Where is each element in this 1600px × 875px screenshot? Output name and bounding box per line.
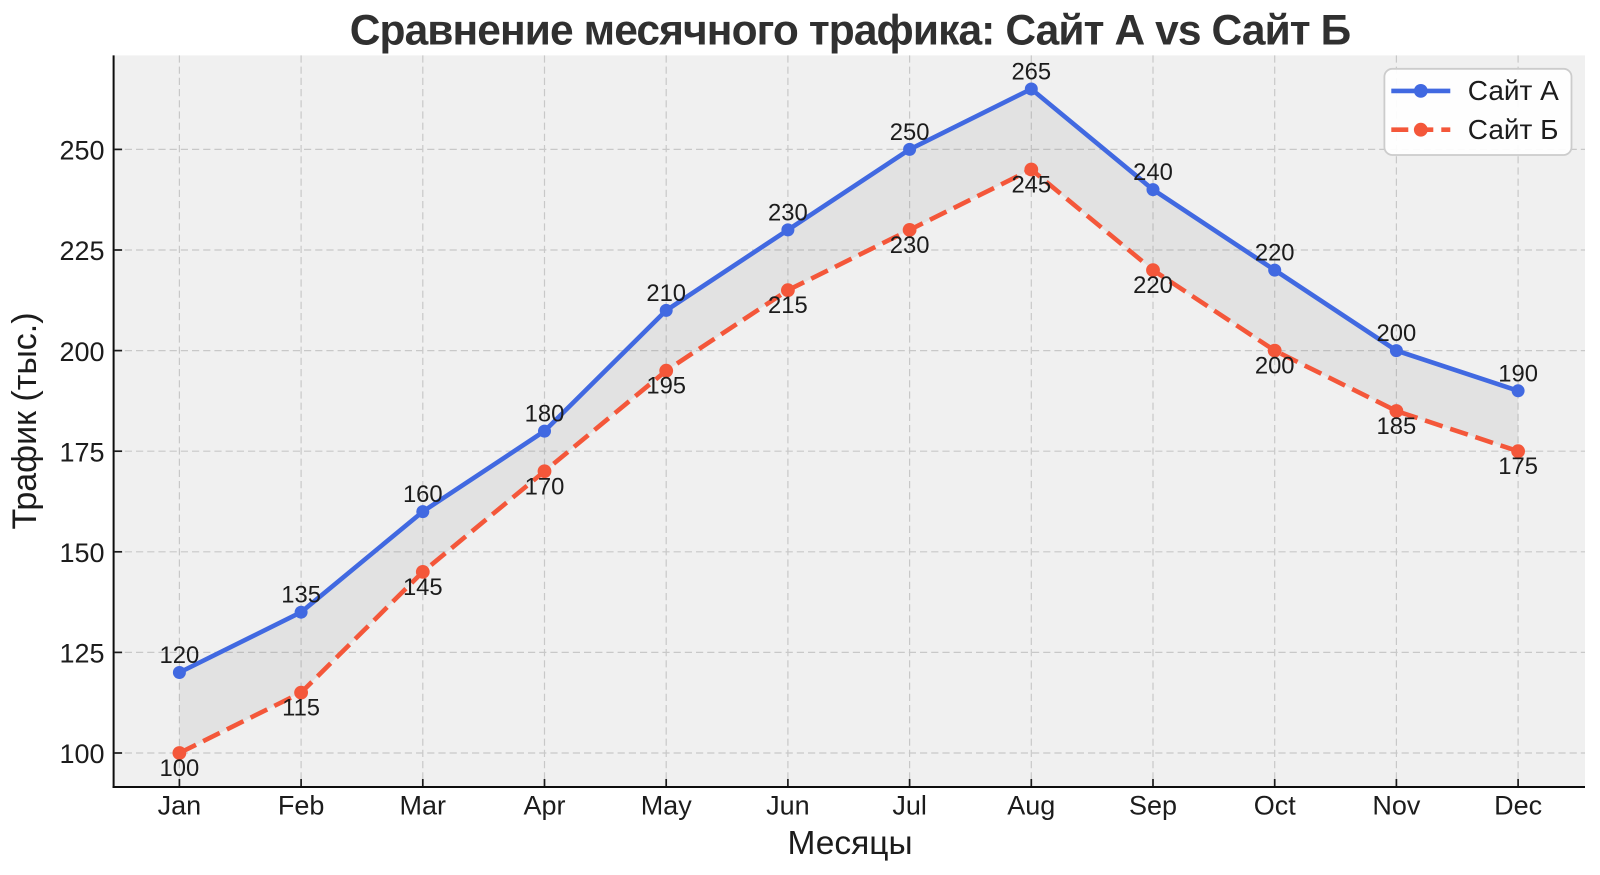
svg-text:150: 150 (59, 538, 104, 568)
svg-text:145: 145 (403, 574, 443, 601)
svg-text:190: 190 (1498, 360, 1538, 387)
svg-text:Сайт Б: Сайт Б (1468, 114, 1559, 145)
svg-text:245: 245 (1011, 172, 1051, 199)
svg-text:230: 230 (890, 232, 930, 259)
svg-text:215: 215 (768, 292, 808, 319)
svg-text:225: 225 (59, 236, 104, 266)
svg-text:200: 200 (59, 337, 104, 367)
svg-text:Jul: Jul (892, 791, 927, 821)
svg-text:240: 240 (1133, 159, 1173, 186)
svg-text:Oct: Oct (1254, 791, 1297, 821)
svg-text:200: 200 (1377, 320, 1417, 347)
svg-text:Jun: Jun (766, 791, 810, 821)
svg-text:175: 175 (1498, 453, 1538, 480)
svg-text:230: 230 (768, 199, 808, 226)
svg-text:195: 195 (646, 373, 686, 400)
svg-text:100: 100 (59, 739, 104, 769)
svg-text:May: May (641, 791, 693, 821)
svg-text:Apr: Apr (523, 791, 565, 821)
svg-text:100: 100 (160, 755, 200, 782)
svg-text:Nov: Nov (1372, 791, 1421, 821)
svg-text:Сайт А: Сайт А (1468, 75, 1559, 106)
svg-text:170: 170 (525, 473, 565, 500)
svg-text:250: 250 (59, 136, 104, 166)
svg-text:135: 135 (281, 582, 321, 609)
svg-text:250: 250 (890, 119, 930, 146)
svg-text:Jan: Jan (158, 791, 202, 821)
svg-text:265: 265 (1011, 59, 1051, 86)
svg-text:Mar: Mar (400, 791, 447, 821)
svg-text:Трафик (тыс.): Трафик (тыс.) (6, 312, 44, 529)
svg-text:Dec: Dec (1494, 791, 1542, 821)
svg-text:Месяцы: Месяцы (787, 825, 912, 862)
svg-text:210: 210 (646, 280, 686, 307)
svg-text:120: 120 (160, 642, 200, 669)
svg-text:Feb: Feb (278, 791, 325, 821)
svg-text:220: 220 (1255, 240, 1295, 267)
svg-text:180: 180 (525, 401, 565, 428)
svg-text:Сравнение месячного трафика: С: Сравнение месячного трафика: Сайт А vs С… (350, 8, 1351, 55)
svg-text:200: 200 (1255, 353, 1295, 380)
svg-text:185: 185 (1377, 413, 1417, 440)
svg-text:Aug: Aug (1007, 791, 1055, 821)
svg-text:Sep: Sep (1129, 791, 1177, 821)
svg-text:115: 115 (282, 695, 320, 722)
svg-text:160: 160 (403, 481, 443, 508)
svg-text:125: 125 (59, 639, 104, 669)
svg-text:220: 220 (1133, 272, 1173, 299)
svg-text:175: 175 (59, 437, 104, 467)
